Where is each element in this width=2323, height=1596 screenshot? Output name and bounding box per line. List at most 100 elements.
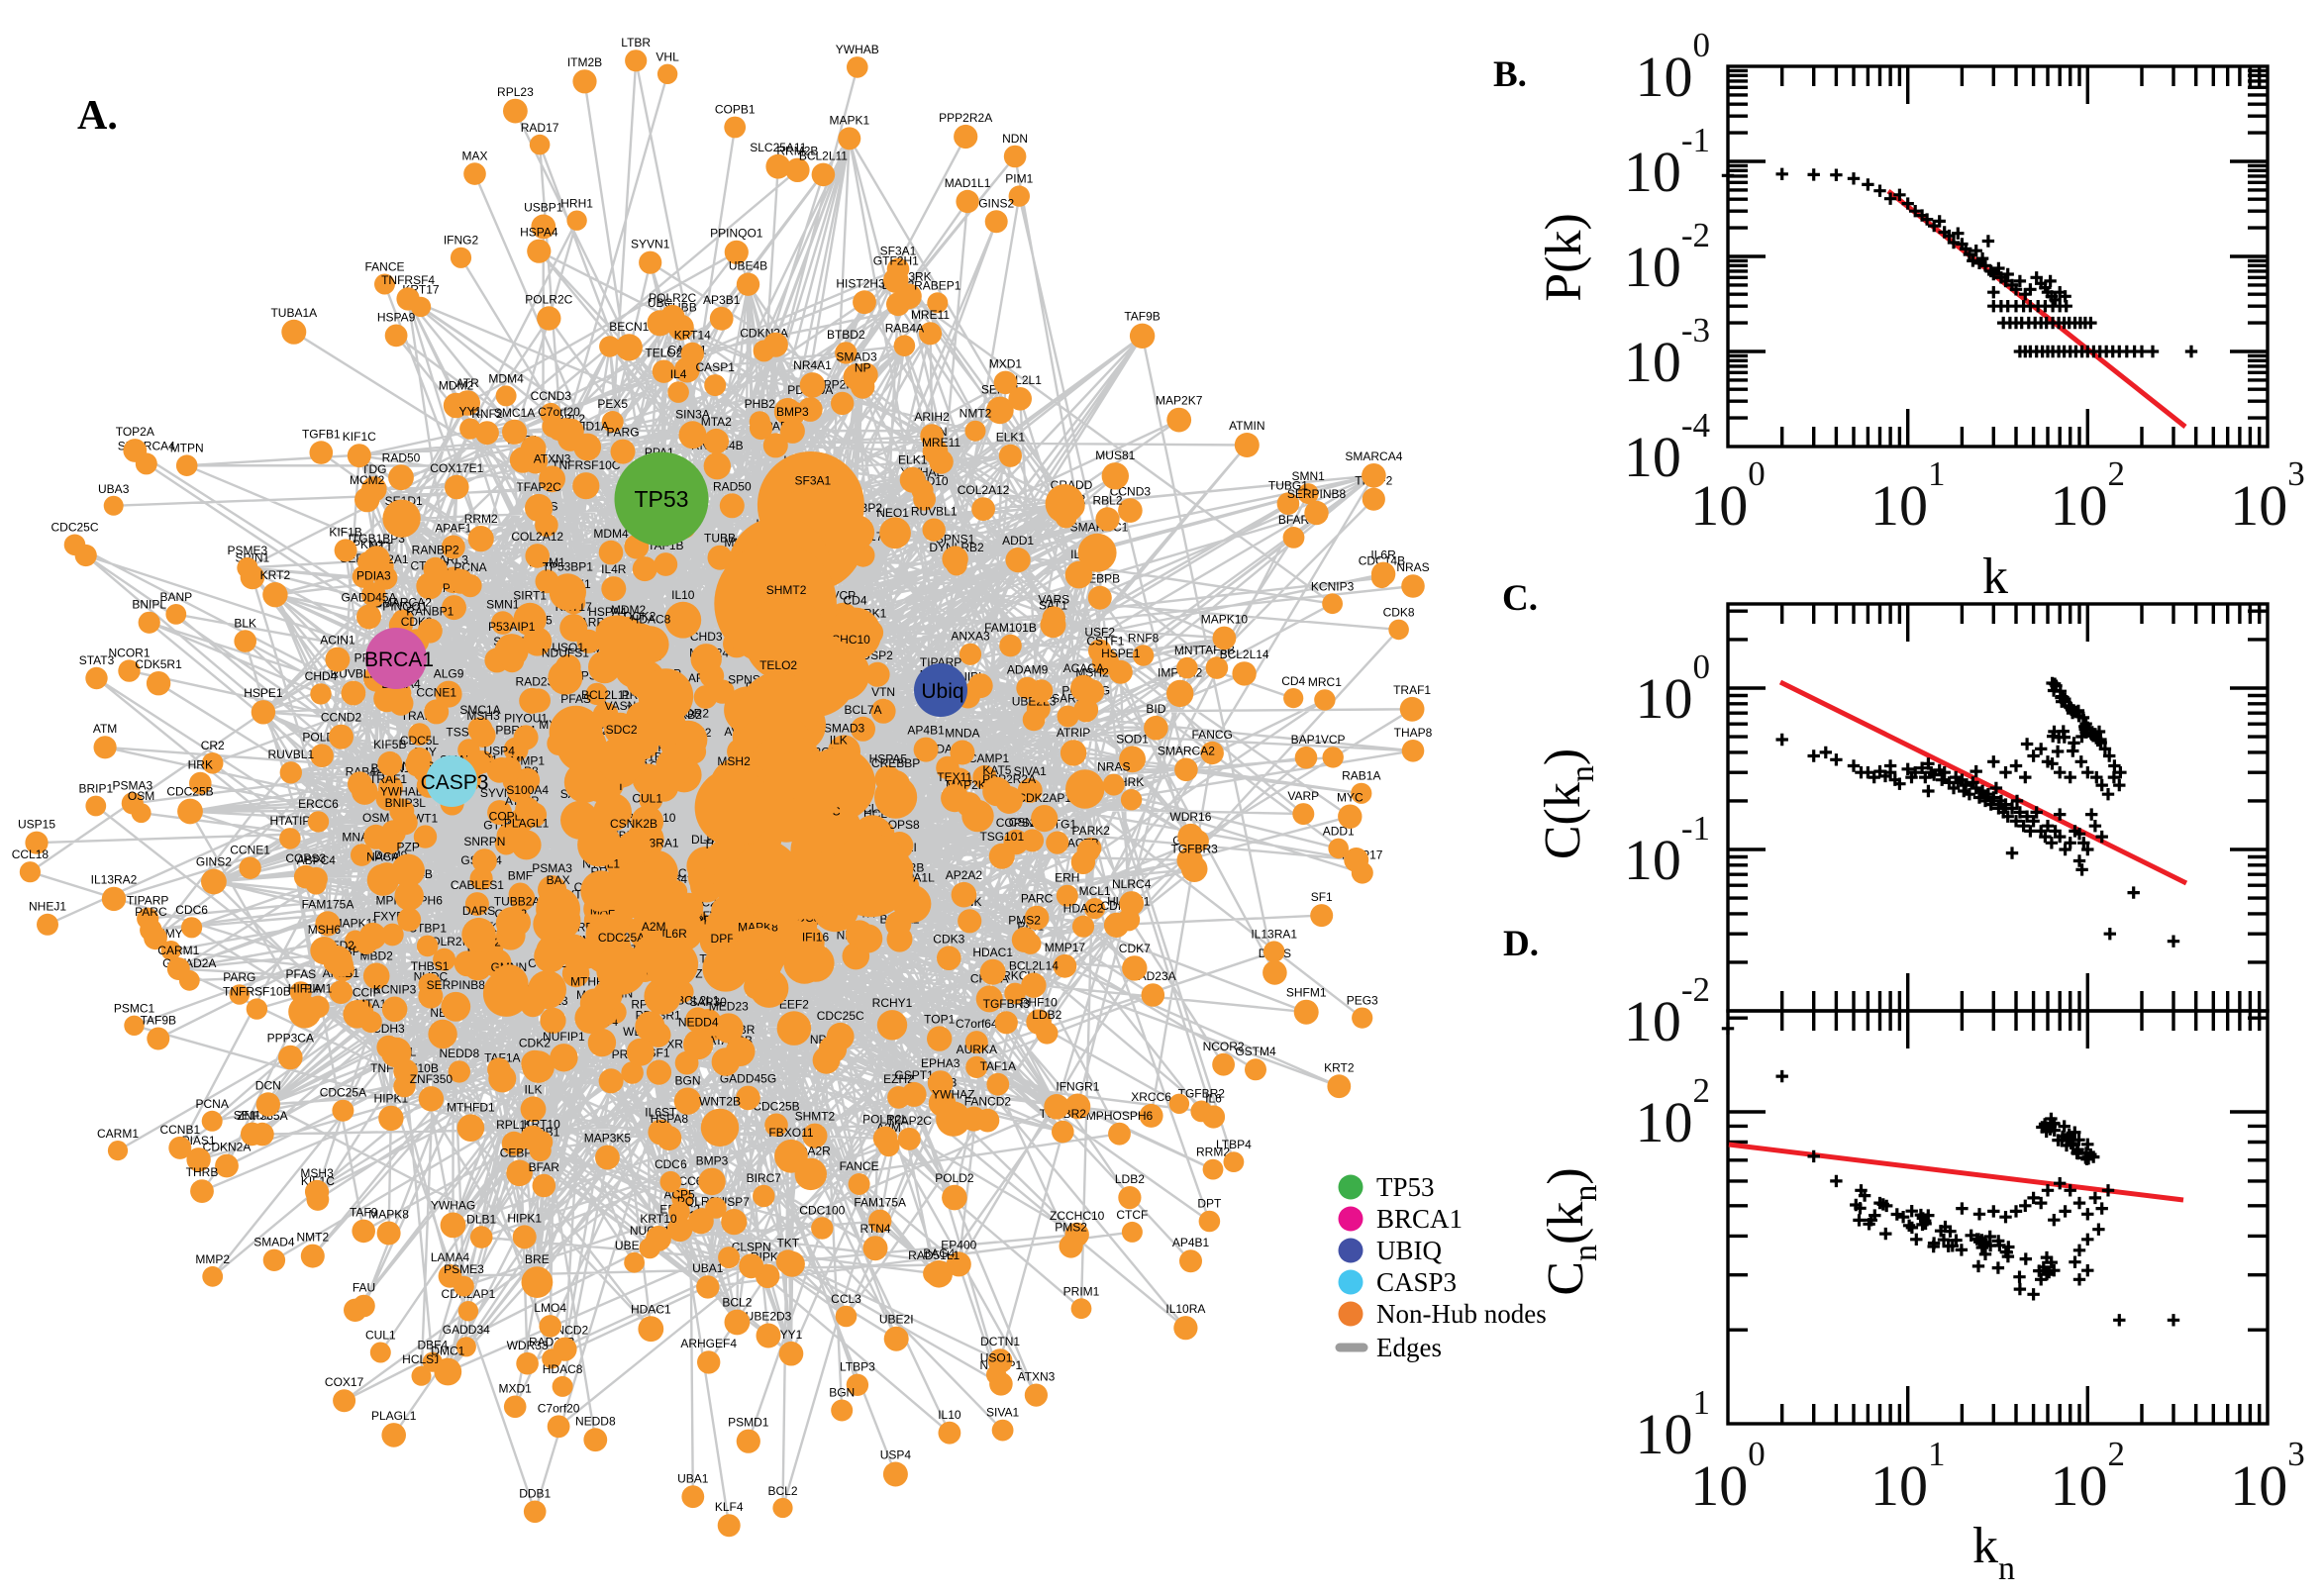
svg-text:RBL2: RBL2	[1092, 493, 1122, 507]
svg-text:PMS2: PMS2	[1008, 913, 1041, 927]
svg-text:UBE2I: UBE2I	[879, 1313, 914, 1327]
svg-text:SIVA1: SIVA1	[986, 1406, 1019, 1420]
svg-text:CLSPN: CLSPN	[732, 1240, 771, 1253]
svg-text:PFAS: PFAS	[285, 967, 316, 981]
svg-text:GSPT1: GSPT1	[894, 1068, 934, 1082]
svg-text:USP4: USP4	[880, 1448, 912, 1462]
svg-text:MAPK8: MAPK8	[368, 1208, 409, 1222]
svg-text:BFAR: BFAR	[1278, 513, 1310, 527]
svg-text:HIPK1: HIPK1	[507, 1211, 542, 1225]
svg-text:RRM2: RRM2	[1196, 1146, 1230, 1159]
svg-text:PDIA3: PDIA3	[356, 568, 391, 582]
svg-text:BAG4: BAG4	[923, 1247, 955, 1260]
svg-text:IL4: IL4	[670, 367, 687, 381]
svg-text:COPS2: COPS2	[996, 816, 1037, 830]
svg-text:BLK: BLK	[234, 616, 256, 630]
svg-text:KRT2: KRT2	[260, 568, 291, 582]
svg-text:CDC25B: CDC25B	[753, 1099, 799, 1113]
svg-text:RABEP1: RABEP1	[914, 278, 961, 292]
svg-text:GTF2H1: GTF2H1	[873, 253, 919, 267]
svg-text:STAT3: STAT3	[79, 653, 115, 667]
svg-text:PARC: PARC	[1021, 892, 1054, 906]
svg-text:ELK1: ELK1	[996, 431, 1026, 445]
svg-text:ANXA3: ANXA3	[951, 630, 990, 644]
svg-text:ZNF350: ZNF350	[410, 1072, 454, 1086]
svg-text:CDK2AP1: CDK2AP1	[1017, 791, 1071, 805]
svg-text:DPT: DPT	[1197, 1197, 1222, 1211]
svg-text:BCL2L11: BCL2L11	[799, 150, 848, 163]
svg-text:FAM175A: FAM175A	[302, 897, 354, 911]
svg-text:DMC1: DMC1	[431, 1345, 464, 1358]
svg-text:SMC1A: SMC1A	[494, 406, 535, 420]
svg-text:MSH3: MSH3	[300, 1166, 334, 1180]
svg-text:MCM2: MCM2	[350, 473, 385, 487]
svg-text:NRAS: NRAS	[1097, 760, 1130, 774]
svg-text:SIRT1: SIRT1	[513, 589, 547, 603]
svg-text:IFNGR1: IFNGR1	[1056, 1080, 1099, 1094]
svg-text:RAB1A: RAB1A	[1342, 769, 1380, 783]
svg-text:PFAS: PFAS	[560, 692, 591, 706]
svg-text:ARL3: ARL3	[439, 553, 468, 567]
svg-text:ILK: ILK	[830, 734, 848, 748]
svg-text:WDR16: WDR16	[1169, 810, 1211, 824]
svg-text:NCOR2: NCOR2	[1203, 1040, 1245, 1053]
svg-text:PRIM1: PRIM1	[1063, 1284, 1100, 1298]
svg-text:TFAP2C: TFAP2C	[516, 480, 561, 494]
svg-text:NEDD8: NEDD8	[439, 1047, 479, 1060]
svg-text:BRCA1: BRCA1	[364, 648, 434, 671]
svg-text:ITM2B: ITM2B	[567, 55, 602, 69]
svg-text:B.: B.	[1493, 54, 1527, 95]
svg-text:MED23: MED23	[709, 999, 749, 1013]
svg-text:BRIP1: BRIP1	[78, 782, 113, 796]
svg-text:PPP3CA: PPP3CA	[267, 1032, 314, 1046]
svg-text:GADD34: GADD34	[443, 1323, 490, 1337]
svg-text:PIYOU1: PIYOU1	[504, 711, 548, 725]
svg-text:C7orf20: C7orf20	[538, 405, 580, 419]
svg-text:IL13RA2: IL13RA2	[91, 873, 138, 887]
svg-text:CCNB1: CCNB1	[159, 1123, 200, 1137]
svg-text:PLAGL1: PLAGL1	[371, 1409, 417, 1423]
svg-text:C.: C.	[1502, 578, 1538, 619]
svg-text:NDN: NDN	[1002, 132, 1028, 146]
svg-text:RAD17: RAD17	[521, 121, 559, 135]
svg-text:COX17: COX17	[325, 1375, 364, 1389]
svg-text:THRB: THRB	[186, 1165, 219, 1179]
svg-text:COPS3: COPS3	[285, 851, 326, 865]
svg-text:VTN: VTN	[871, 685, 895, 699]
svg-text:ATM: ATM	[93, 722, 117, 736]
svg-text:IL6ST: IL6ST	[645, 1106, 677, 1120]
svg-text:SIN3A: SIN3A	[675, 407, 710, 421]
svg-text:A2M: A2M	[642, 920, 666, 934]
svg-text:CDC5L: CDC5L	[400, 734, 440, 748]
svg-text:SERPINB8: SERPINB8	[1287, 487, 1347, 501]
svg-text:ATMIN: ATMIN	[1229, 419, 1264, 433]
svg-text:ARIH2: ARIH2	[914, 410, 950, 424]
svg-text:RUVBL1: RUVBL1	[267, 748, 314, 761]
svg-text:PEX5: PEX5	[597, 397, 628, 411]
svg-text:IL10: IL10	[938, 1408, 961, 1422]
svg-text:YWHAG: YWHAG	[431, 1199, 475, 1213]
svg-text:CDK2: CDK2	[519, 1037, 551, 1050]
svg-text:BFAR: BFAR	[529, 1160, 560, 1174]
svg-text:COPB1: COPB1	[715, 103, 756, 117]
svg-text:UBE2D3: UBE2D3	[746, 1310, 792, 1324]
svg-text:KRT14: KRT14	[674, 329, 711, 343]
svg-text:HRH1: HRH1	[560, 197, 593, 211]
svg-text:USBP1: USBP1	[524, 201, 563, 215]
svg-text:HDAC1: HDAC1	[972, 946, 1013, 959]
svg-text:IL6R: IL6R	[1370, 549, 1396, 562]
svg-text:BRE: BRE	[525, 1252, 550, 1266]
svg-text:SOD1: SOD1	[1116, 733, 1149, 747]
svg-text:HTATIP: HTATIP	[269, 814, 310, 828]
svg-text:POLR2L: POLR2L	[862, 1113, 908, 1127]
svg-text:PPINQO1: PPINQO1	[710, 227, 763, 241]
svg-text:MDM2: MDM2	[439, 379, 474, 393]
svg-text:OSM: OSM	[362, 811, 389, 825]
svg-text:CR2: CR2	[201, 739, 225, 752]
svg-text:MMP17: MMP17	[1045, 941, 1086, 954]
svg-text:THAP8: THAP8	[1394, 726, 1433, 740]
svg-text:AURKA: AURKA	[957, 1043, 997, 1056]
svg-text:NEDD8: NEDD8	[575, 1414, 616, 1428]
svg-text:MPHOSPH6: MPHOSPH6	[1086, 1109, 1154, 1123]
svg-text:KAT5: KAT5	[982, 763, 1011, 777]
